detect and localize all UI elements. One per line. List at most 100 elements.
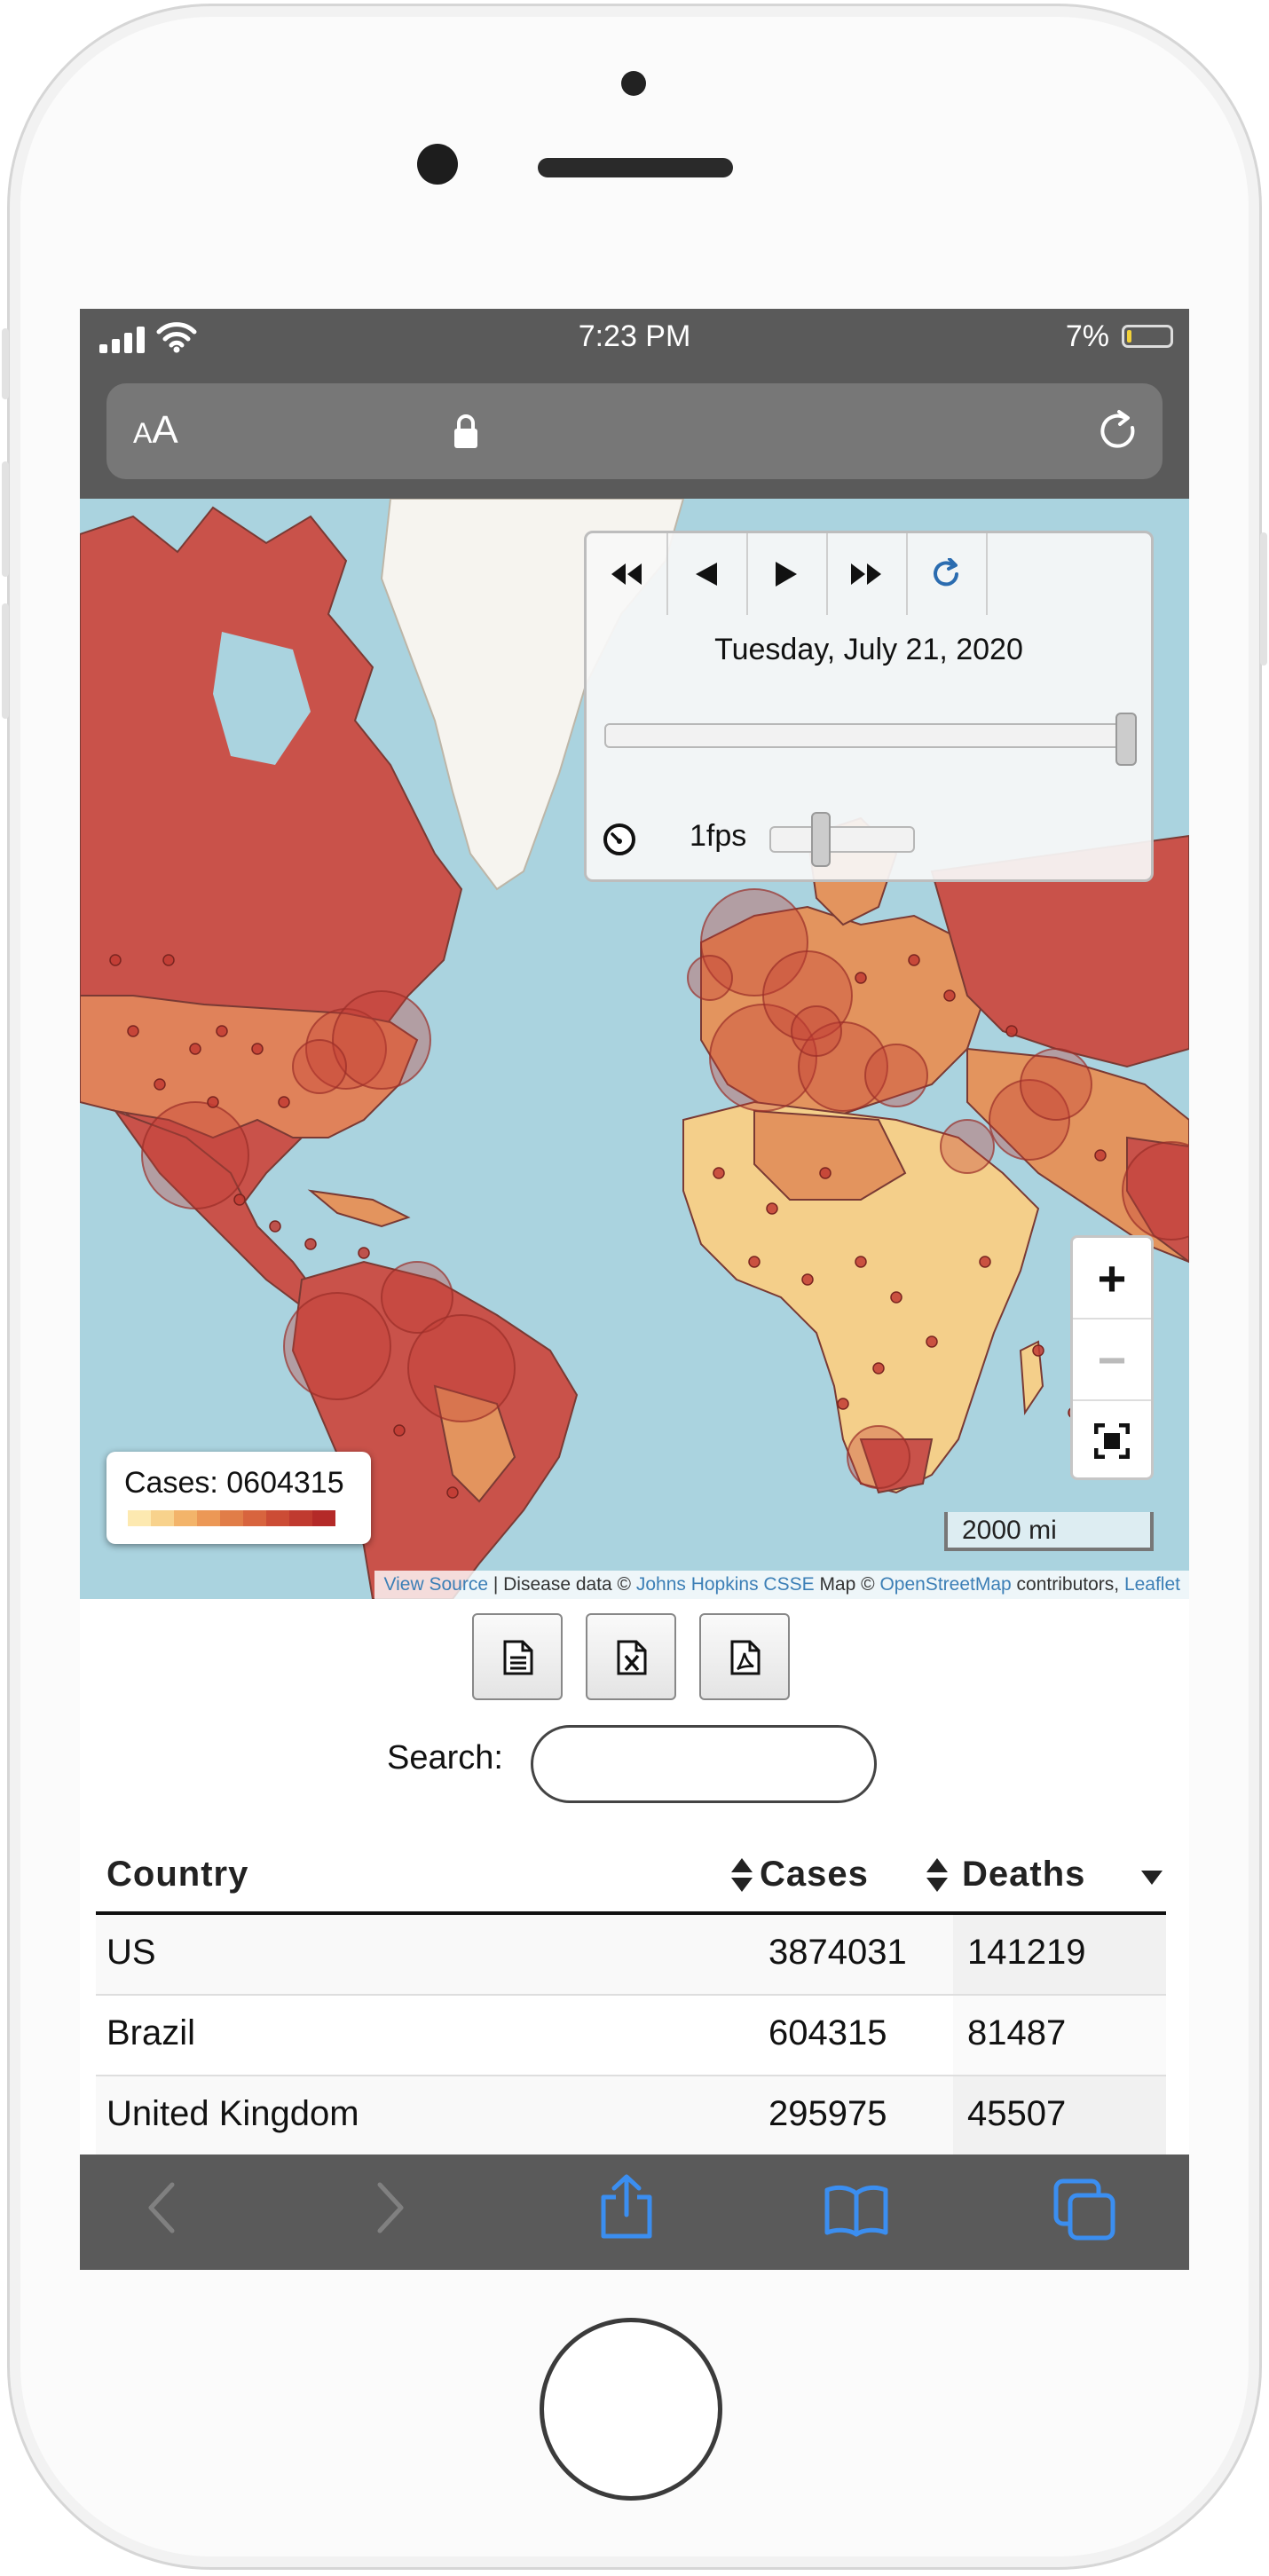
land-africa xyxy=(682,1100,1040,1494)
cell-cases: 3874031 xyxy=(768,1933,907,1972)
mute-switch xyxy=(2,328,9,399)
legend-color-ramp xyxy=(128,1510,335,1526)
browser-header: AA xyxy=(80,371,1189,499)
cell-cases: 604315 xyxy=(768,2013,887,2052)
volume-up-button xyxy=(2,461,9,577)
table-row: United Kingdom 295975 45507 xyxy=(96,2076,1166,2157)
earpiece-speaker xyxy=(538,158,733,177)
cellular-signal-icon xyxy=(99,327,145,353)
export-csv-button[interactable] xyxy=(472,1613,563,1700)
cell-deaths: 141219 xyxy=(967,1933,1086,1972)
export-pdf-button[interactable] xyxy=(699,1613,790,1700)
cell-country: Brazil xyxy=(106,2013,196,2052)
loop-icon xyxy=(934,558,958,587)
column-header-country[interactable]: Country xyxy=(106,1855,249,1894)
status-time: 7:23 PM xyxy=(578,319,691,353)
zoom-control: + − xyxy=(1070,1235,1154,1480)
map-attribution: View Source | Disease data © Johns Hopki… xyxy=(374,1571,1189,1599)
screen: 7:23 PM 7% AA xyxy=(80,309,1189,2270)
sorted-column-cell xyxy=(953,1915,1166,1994)
text-size-large-a: A xyxy=(152,408,178,452)
text-size-button[interactable]: AA xyxy=(133,408,178,453)
land-south-america-south xyxy=(433,1384,516,1503)
file-excel-icon xyxy=(617,1640,647,1675)
land-hudson-bay xyxy=(213,632,311,765)
export-excel-button[interactable] xyxy=(586,1613,676,1700)
timeline-control: Tuesday, July 21, 2020 1fps xyxy=(584,531,1154,882)
legend: Cases: 0604315 xyxy=(106,1452,371,1544)
step-back-button[interactable] xyxy=(666,533,748,615)
cases-table: Country Cases Deaths US 3874031 141219 B… xyxy=(96,1835,1166,2157)
table-row: US 3874031 141219 xyxy=(96,1915,1166,1996)
text-size-small-a: A xyxy=(133,417,153,449)
wifi-icon xyxy=(156,322,197,353)
sorted-column-cell xyxy=(953,1996,1166,2075)
cell-country: United Kingdom xyxy=(106,2094,359,2133)
legend-label: Cases: 0604315 xyxy=(124,1466,344,1500)
zoom-in-button[interactable]: + xyxy=(1073,1238,1151,1320)
rewind-icon xyxy=(611,563,642,585)
leaflet-link[interactable]: Leaflet xyxy=(1123,1574,1180,1595)
zoom-out-button[interactable]: − xyxy=(1073,1320,1151,1401)
file-text-icon xyxy=(503,1640,533,1675)
land-south-africa xyxy=(859,1438,934,1494)
land-russia xyxy=(930,834,1189,1068)
speed-slider[interactable] xyxy=(769,826,915,853)
battery-percentage: 7% xyxy=(1065,319,1109,353)
power-button xyxy=(1260,532,1267,666)
battery-level-fill xyxy=(1127,330,1131,343)
share-icon[interactable] xyxy=(598,2174,655,2240)
scale-label: 2000 mi xyxy=(962,1516,1057,1545)
cell-deaths: 81487 xyxy=(967,2013,1067,2052)
scale-bar: 2000 mi xyxy=(944,1512,1154,1551)
file-pdf-icon xyxy=(730,1640,761,1675)
rewind-button[interactable] xyxy=(587,533,668,615)
fullscreen-button[interactable] xyxy=(1073,1401,1151,1481)
fast-forward-button[interactable] xyxy=(826,533,908,615)
land-madagascar xyxy=(1019,1340,1044,1415)
front-camera xyxy=(417,144,458,185)
browser-toolbar xyxy=(80,2155,1189,2270)
timeline-slider[interactable] xyxy=(604,723,1137,748)
play-button[interactable] xyxy=(746,533,828,615)
table-header: Country Cases Deaths xyxy=(96,1835,1166,1915)
tabs-icon[interactable] xyxy=(1052,2178,1116,2241)
speedometer-icon xyxy=(603,823,635,855)
sort-desc-icon[interactable] xyxy=(1141,1871,1163,1885)
column-header-deaths[interactable]: Deaths xyxy=(962,1855,1086,1894)
sort-both-icon[interactable] xyxy=(926,1858,948,1892)
column-header-cases[interactable]: Cases xyxy=(760,1855,869,1894)
land-india xyxy=(1126,1136,1189,1264)
timeline-slider-handle[interactable] xyxy=(1115,713,1137,766)
lock-icon xyxy=(454,414,477,448)
search-input[interactable] xyxy=(531,1725,877,1803)
land-north-africa xyxy=(753,1109,907,1201)
play-icon xyxy=(776,562,797,587)
home-button[interactable] xyxy=(540,2318,722,2501)
volume-down-button xyxy=(2,603,9,719)
bookmarks-icon[interactable] xyxy=(824,2183,889,2238)
small-bubbles xyxy=(109,954,1107,1499)
back-icon[interactable] xyxy=(144,2179,179,2236)
loop-button[interactable] xyxy=(906,533,988,615)
attribution-text-1: | Disease data © xyxy=(488,1574,636,1595)
step-back-icon xyxy=(696,563,717,586)
jhu-csse-link[interactable]: Johns Hopkins CSSE xyxy=(635,1574,815,1595)
table-row: Brazil 604315 81487 xyxy=(96,1996,1166,2076)
address-bar[interactable]: AA xyxy=(106,383,1163,479)
map[interactable]: Tuesday, July 21, 2020 1fps + − xyxy=(80,499,1189,1599)
land-caribbean xyxy=(307,1189,411,1228)
cell-deaths: 45507 xyxy=(967,2094,1067,2133)
sorted-column-cell xyxy=(953,2076,1166,2155)
sort-both-icon[interactable] xyxy=(731,1858,753,1892)
forward-icon[interactable] xyxy=(373,2179,408,2236)
cell-country: US xyxy=(106,1933,156,1972)
battery-icon xyxy=(1122,325,1173,348)
reload-icon[interactable] xyxy=(1095,408,1141,454)
speed-slider-handle[interactable] xyxy=(810,812,831,867)
openstreetmap-link[interactable]: OpenStreetMap xyxy=(879,1574,1012,1595)
cell-cases: 295975 xyxy=(768,2094,887,2133)
fast-forward-icon xyxy=(851,563,881,585)
view-source-link[interactable]: View Source xyxy=(383,1574,488,1595)
fps-label: 1fps xyxy=(690,819,747,853)
